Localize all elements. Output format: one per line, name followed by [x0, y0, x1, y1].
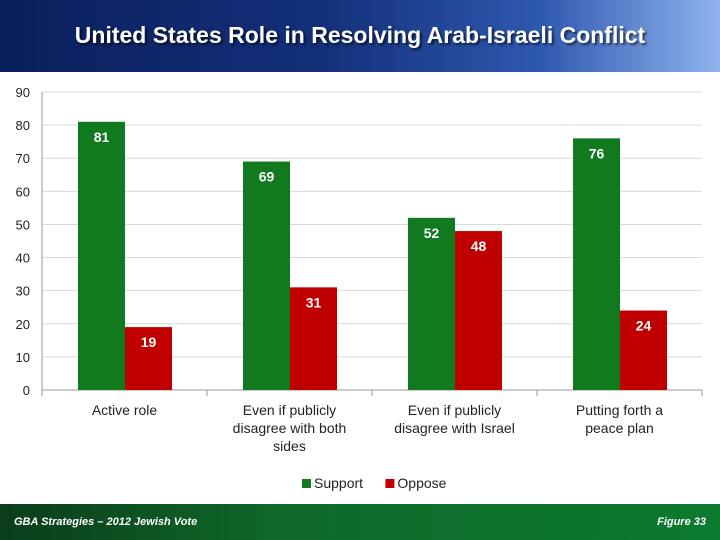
y-tick-label: 90 [16, 85, 30, 100]
bar-support [78, 121, 125, 391]
y-tick-label: 70 [16, 151, 30, 166]
data-label: 24 [636, 318, 652, 334]
data-label: 69 [259, 169, 275, 185]
y-tick-label: 80 [16, 118, 30, 133]
data-label: 48 [471, 238, 487, 254]
y-tick-label: 40 [16, 251, 30, 266]
legend-label-support: Support [314, 475, 363, 491]
y-tick-label: 10 [16, 350, 30, 365]
data-label: 19 [141, 334, 157, 350]
legend-swatch-oppose [385, 479, 395, 488]
data-label: 76 [589, 145, 605, 161]
x-category-label: Even if publicly [408, 402, 501, 418]
x-category-label: peace plan [585, 420, 654, 436]
bar-oppose [455, 231, 502, 390]
x-category-label: Putting forth a [576, 402, 663, 418]
bar-oppose [290, 287, 337, 390]
title-banner: United States Role in Resolving Arab-Isr… [0, 0, 720, 72]
page-title: United States Role in Resolving Arab-Isr… [74, 22, 646, 48]
x-category-label: disagree with both [233, 420, 347, 436]
bar-oppose [125, 327, 172, 390]
bar-support [573, 138, 620, 390]
data-label: 52 [424, 225, 440, 241]
footer-source: GBA Strategies – 2012 Jewish Vote [14, 516, 198, 528]
y-tick-label: 50 [16, 217, 30, 232]
bar-oppose [620, 310, 667, 390]
bar-support [243, 161, 290, 390]
bar-chart: 0 10 20 30 40 50 60 70 80 90 81 19 Active role 69 31 Ev… [16, 85, 703, 491]
y-tick-label: 20 [16, 317, 30, 332]
bar-support [408, 217, 455, 390]
y-tick-label: 0 [23, 383, 30, 398]
footer-bar: GBA Strategies – 2012 Jewish Vote Figure… [0, 504, 720, 540]
x-category-label: disagree with Israel [394, 420, 515, 436]
data-label: 31 [306, 294, 322, 310]
y-tick-label: 30 [16, 284, 30, 299]
legend-swatch-support [302, 479, 311, 488]
y-tick-label: 60 [16, 184, 30, 199]
x-category-label: sides [273, 438, 306, 454]
x-category-label: Active role [92, 402, 158, 418]
legend-label-oppose: Oppose [397, 475, 446, 491]
data-label: 81 [94, 129, 110, 145]
footer-figure-number: Figure 33 [657, 516, 706, 528]
x-category-label: Even if publicly [243, 402, 336, 418]
